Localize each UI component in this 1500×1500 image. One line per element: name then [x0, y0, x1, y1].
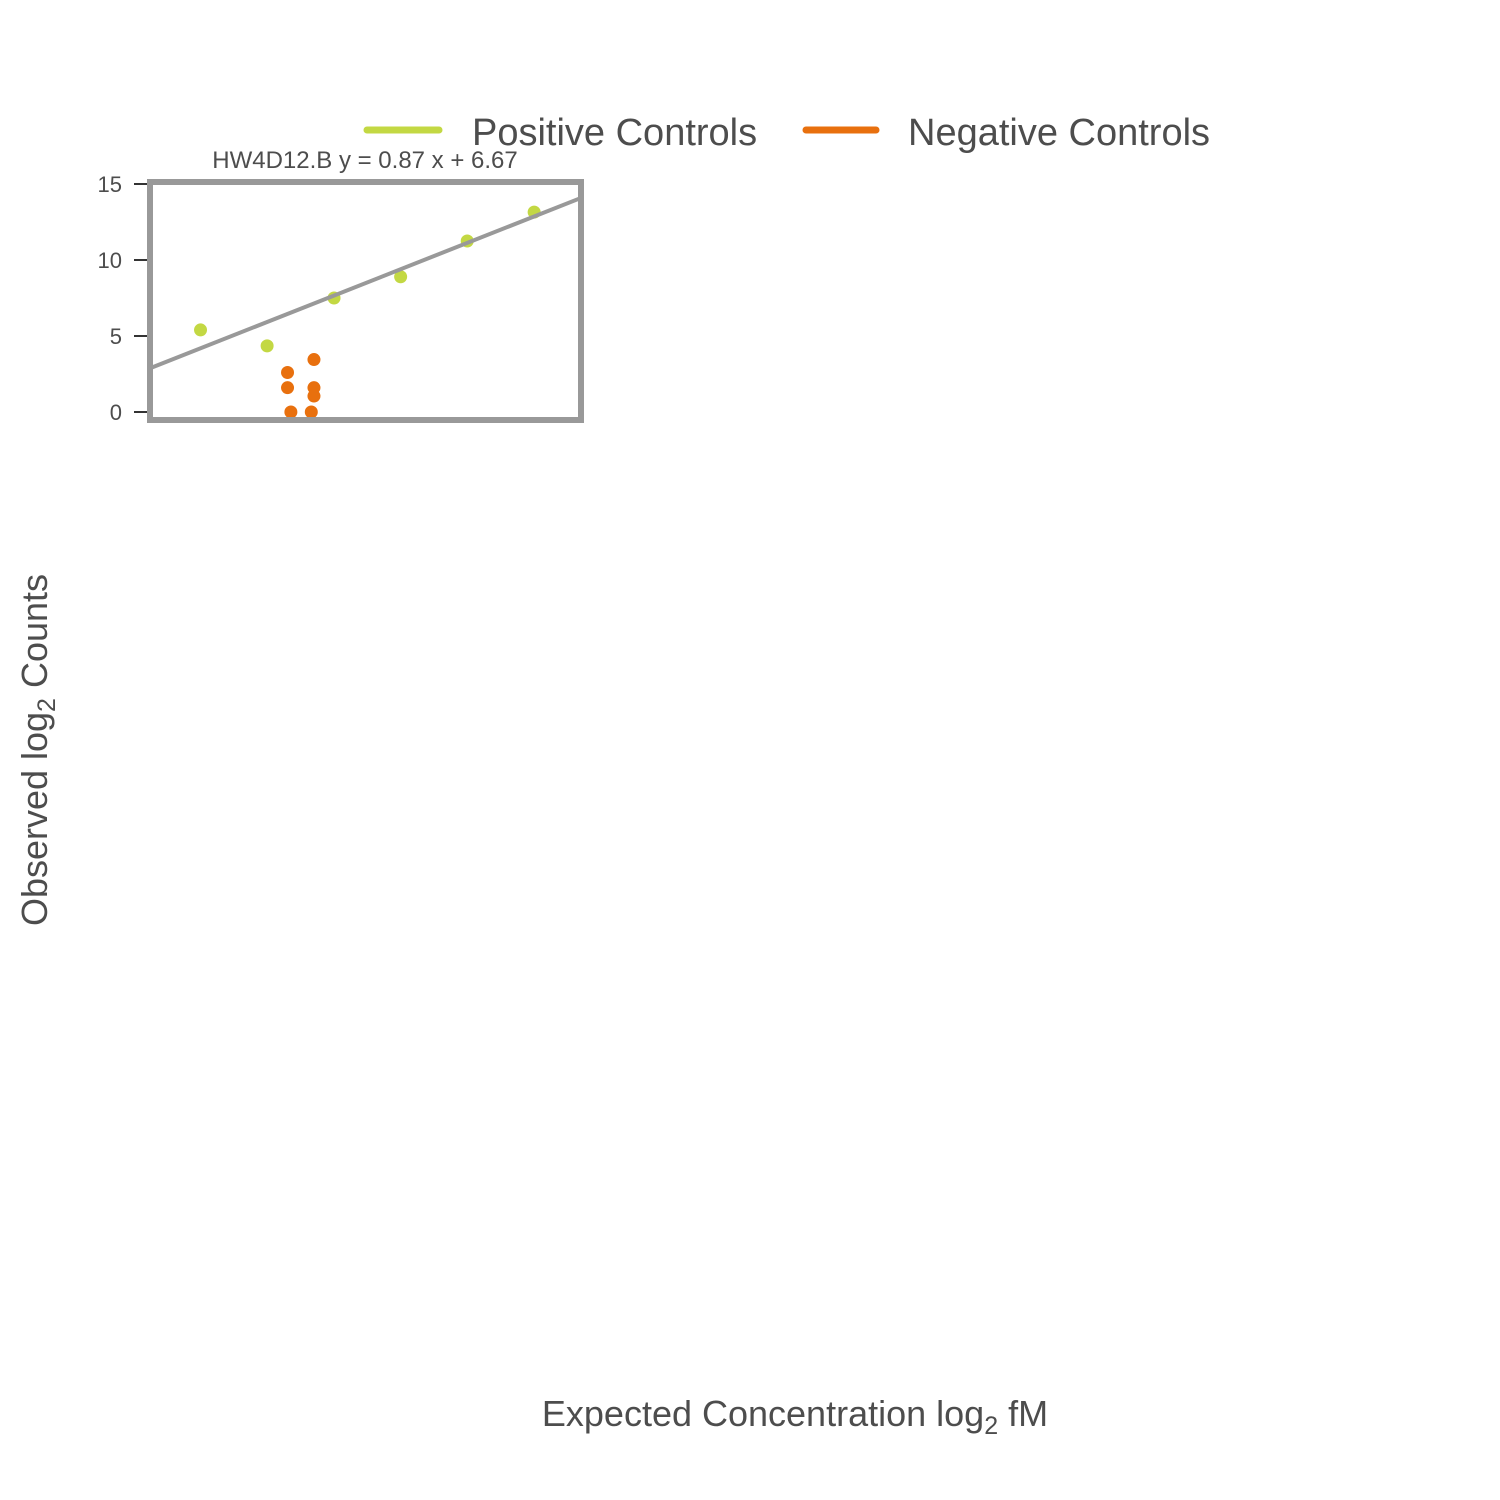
panel-title: HW4D12.B y = 0.87 x + 6.67 [212, 147, 518, 174]
x-axis-label: Expected Concentration log2 fM [542, 1393, 1048, 1440]
data-point [194, 323, 208, 337]
y-axis-label: Observed log2 Counts [14, 574, 61, 926]
data-point [307, 389, 321, 403]
legend-label-negative: Negative Controls [908, 112, 1210, 154]
y-tick-label: 5 [110, 324, 122, 349]
data-point [281, 365, 295, 379]
y-tick-label: 15 [98, 172, 122, 197]
y-tick-label: 10 [98, 248, 122, 273]
data-point [307, 353, 321, 367]
legend: Positive Controls Negative Controls [363, 112, 1210, 154]
legend-label-positive: Positive Controls [472, 112, 757, 154]
data-point [260, 339, 274, 353]
panel-border [147, 179, 584, 423]
data-point [281, 381, 295, 395]
series-negative-controls [281, 353, 321, 419]
plot-area [149, 196, 582, 419]
data-point [284, 405, 298, 419]
fit-line [149, 196, 582, 371]
data-point [394, 270, 408, 284]
y-tick-label: 0 [110, 400, 122, 425]
data-point [304, 405, 318, 419]
y-axis-ticks: 0 5 10 15 [98, 172, 147, 425]
